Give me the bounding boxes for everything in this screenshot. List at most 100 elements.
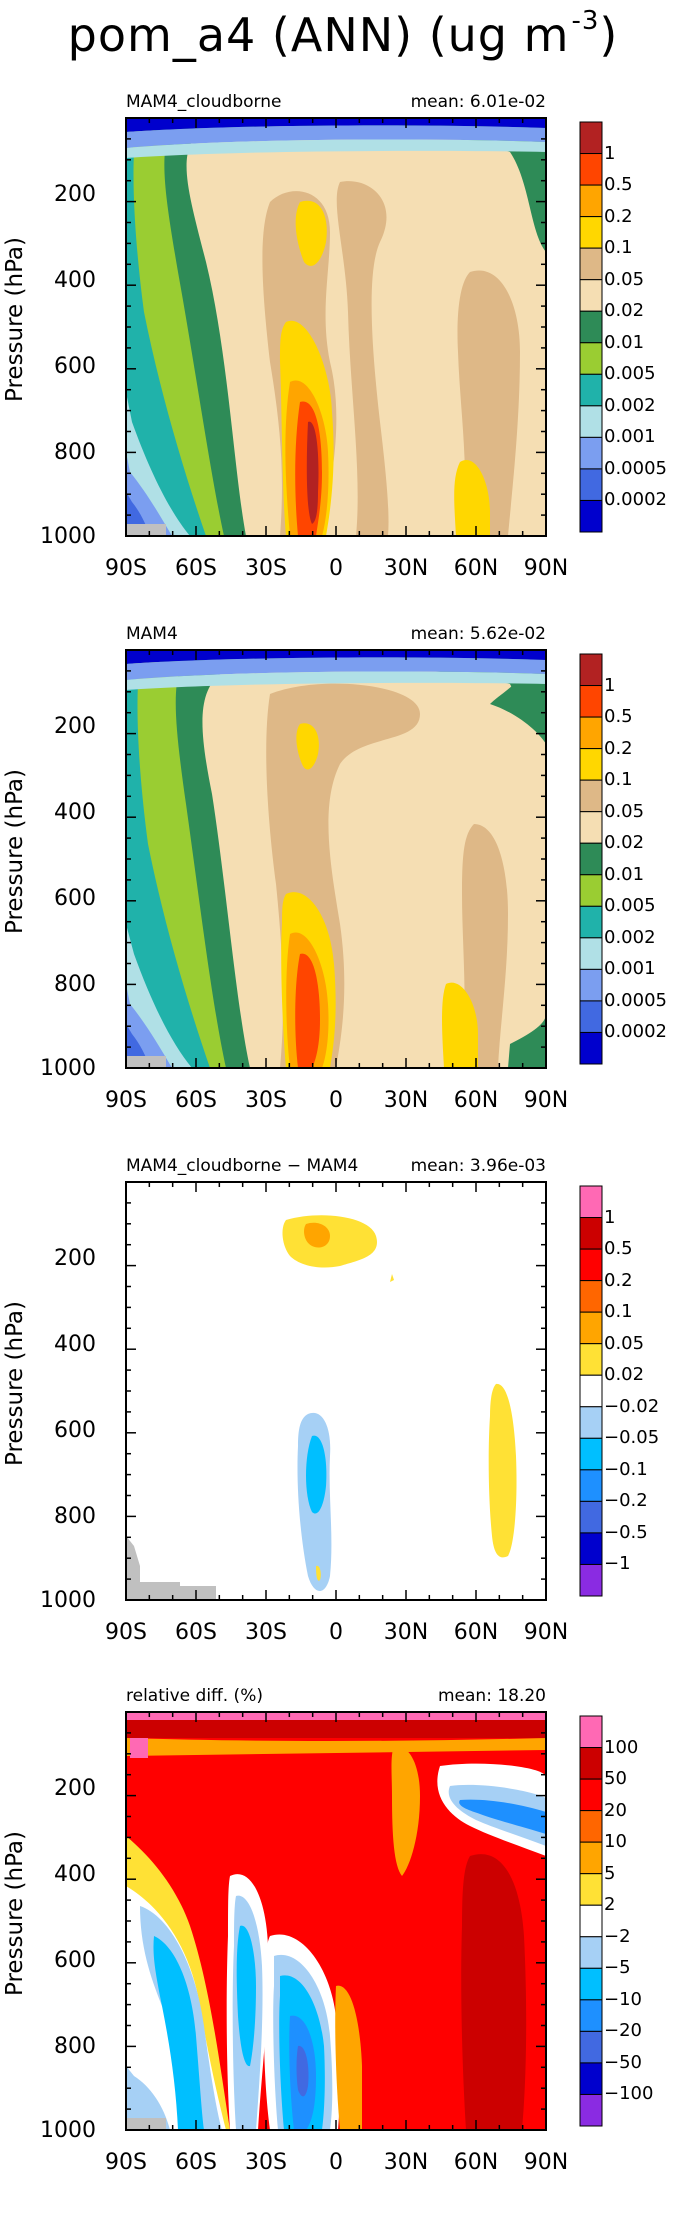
panel-title: relative diff. (%) (126, 1686, 263, 1706)
x-tick-label: 0 (329, 556, 343, 581)
x-tick-label: 90S (105, 556, 147, 581)
colorbar-swatch (579, 1715, 603, 1749)
colorbar-label: 0.005 (604, 363, 656, 385)
x-tick-label: 90S (105, 1088, 147, 1113)
axis-ticks (125, 1182, 547, 1601)
panel-relative-diff: relative diff. (%) mean: 18.20 Pressure … (0, 1686, 686, 2216)
panel-mean: mean: 5.62e-02 (410, 624, 546, 644)
x-tick-label: 30S (245, 556, 287, 581)
contour-plot (125, 117, 603, 537)
colorbar-swatch (579, 1904, 603, 1938)
colorbar-swatch (579, 1185, 603, 1219)
y-axis-label: Pressure (hPa) (2, 1831, 28, 1996)
colorbar-label: 2 (604, 1894, 616, 1916)
figure-title-text: pom_a4 (ANN) (ug m (67, 8, 570, 62)
colorbar-label: 50 (604, 1768, 627, 1790)
colorbar-swatch (579, 1280, 603, 1313)
colorbar-label: 0.2 (604, 737, 633, 759)
y-tick-label: 800 (54, 440, 96, 465)
colorbar-swatch (579, 748, 603, 781)
colorbar-label: −0.05 (604, 1427, 660, 1449)
colorbar-label: 0.02 (604, 832, 645, 854)
y-tick-label: 1000 (40, 2118, 96, 2143)
colorbar-swatch (579, 2093, 603, 2127)
axis-ticks (125, 650, 547, 1069)
colorbar-swatch (579, 1936, 603, 1969)
x-tick-label: 30S (245, 1620, 287, 1645)
colorbar-swatch (579, 1343, 603, 1376)
colorbar-swatch (579, 1841, 603, 1875)
x-tick-label: 60S (175, 2150, 217, 2175)
panel-mean: mean: 6.01e-02 (410, 92, 546, 112)
colorbar-swatch (579, 1437, 603, 1471)
panel-mam4: MAM4 mean: 5.62e-02 Pressure (hPa) 200 4… (0, 624, 686, 1154)
colorbar-label: 0.05 (604, 268, 645, 290)
colorbar-label: 0.02 (604, 300, 645, 322)
colorbar-swatch (579, 653, 603, 687)
y-tick-label: 200 (54, 1246, 96, 1271)
contour-fills (126, 1215, 517, 1600)
panel-mean: mean: 18.20 (437, 1686, 546, 1706)
colorbar-label: 0.0005 (604, 457, 667, 479)
x-tick-label: 30N (383, 556, 429, 581)
y-tick-label: 400 (54, 268, 96, 293)
colorbar-swatch (579, 1873, 603, 1906)
x-tick-label: 30N (383, 2150, 429, 2175)
colorbar-label: −0.2 (604, 1490, 648, 1512)
colorbar-label: −10 (604, 1988, 642, 2010)
x-tick-label: 90S (105, 1620, 147, 1645)
colorbar-swatch (579, 1406, 603, 1439)
colorbar-swatch (579, 1563, 603, 1597)
panel-title: MAM4_cloudborne − MAM4 (126, 1156, 359, 1176)
y-tick-label: 600 (54, 886, 96, 911)
y-axis-label: Pressure (hPa) (2, 1301, 28, 1466)
colorbar-label: 1 (604, 674, 616, 696)
colorbar-label: 0.0002 (604, 489, 667, 511)
y-tick-label: 400 (54, 800, 96, 825)
figure-title: pom_a4 (ANN) (ug m-3) (67, 6, 619, 62)
panel-title: MAM4_cloudborne (126, 92, 282, 112)
y-tick-label: 800 (54, 972, 96, 997)
panel-difference: MAM4_cloudborne − MAM4 mean: 3.96e-03 Pr… (0, 1156, 686, 1686)
colorbar-label: 0.0005 (604, 989, 667, 1011)
y-tick-label: 800 (54, 2034, 96, 2059)
y-tick-label: 400 (54, 1332, 96, 1357)
colorbar-label: 1 (604, 142, 616, 164)
colorbar-label: 1 (604, 1206, 616, 1228)
colorbar-label: 0.5 (604, 1238, 633, 1260)
colorbar-label: 100 (604, 1736, 639, 1758)
axis-ticks (125, 118, 547, 537)
colorbar-label: 0.01 (604, 331, 645, 353)
x-tick-label: 90S (105, 2150, 147, 2175)
figure-title-exponent: -3 (571, 6, 600, 36)
colorbar-swatch (579, 1967, 603, 2001)
x-tick-label: 0 (329, 1620, 343, 1645)
colorbar-swatch (579, 1000, 603, 1033)
colorbar-label: −5 (604, 1957, 631, 1979)
colorbar-label: 0.05 (604, 800, 645, 822)
colorbar (579, 1715, 603, 2127)
colorbar-swatch (579, 1311, 603, 1345)
colorbar-swatch (579, 1031, 603, 1065)
colorbar-label: 0.0002 (604, 1021, 667, 1043)
colorbar-swatch (579, 1532, 603, 1565)
axis-ticks (125, 1712, 547, 2131)
colorbar-swatch (579, 1217, 603, 1250)
y-tick-label: 200 (54, 1776, 96, 1801)
colorbar-swatch (579, 1810, 603, 1843)
x-tick-label: 0 (329, 1088, 343, 1113)
x-tick-label: 90N (523, 2150, 569, 2175)
y-tick-label: 600 (54, 1948, 96, 1973)
colorbar-swatch (579, 937, 603, 970)
colorbar-swatch (579, 216, 603, 249)
colorbar-label: 0.5 (604, 706, 633, 728)
colorbar-swatch (579, 811, 603, 844)
colorbar-swatch (579, 685, 603, 718)
colorbar-swatch (579, 342, 603, 375)
colorbar-swatch (579, 184, 603, 218)
y-tick-label: 1000 (40, 1588, 96, 1613)
colorbar-swatch (579, 779, 603, 813)
x-tick-label: 0 (329, 2150, 343, 2175)
colorbar-label: 0.005 (604, 895, 656, 917)
colorbar-label: 0.01 (604, 863, 645, 885)
